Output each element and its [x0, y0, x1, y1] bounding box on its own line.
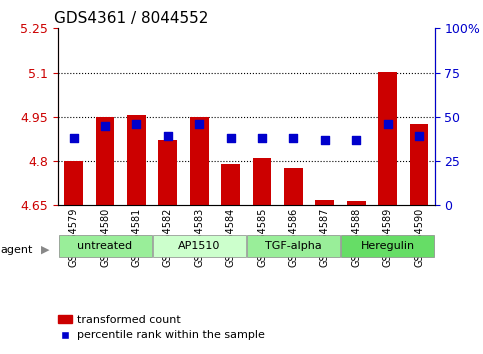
Text: untreated: untreated [77, 241, 133, 251]
FancyBboxPatch shape [341, 235, 434, 257]
FancyBboxPatch shape [58, 235, 152, 257]
Point [290, 135, 298, 141]
Point [164, 133, 172, 139]
Bar [315, 200, 334, 205]
Point [101, 123, 109, 129]
Bar [347, 201, 366, 205]
Point [133, 121, 141, 127]
Text: agent: agent [0, 245, 32, 255]
Text: ▶: ▶ [41, 245, 50, 255]
Bar [378, 72, 397, 205]
Bar [253, 158, 271, 205]
Text: AP1510: AP1510 [178, 241, 220, 251]
Bar [221, 164, 240, 205]
Bar [158, 141, 177, 205]
Bar [410, 124, 428, 205]
FancyBboxPatch shape [247, 235, 340, 257]
FancyBboxPatch shape [153, 235, 246, 257]
Point [384, 121, 392, 127]
Bar [64, 161, 83, 205]
Bar [284, 169, 303, 205]
Point [195, 121, 203, 127]
Point [258, 135, 266, 141]
Text: GDS4361 / 8044552: GDS4361 / 8044552 [54, 11, 209, 26]
Point [227, 135, 235, 141]
Legend: transformed count, percentile rank within the sample: transformed count, percentile rank withi… [54, 310, 270, 345]
Bar [96, 117, 114, 205]
Bar [127, 115, 146, 205]
Point [353, 137, 360, 143]
Point [70, 135, 78, 141]
Bar [190, 118, 209, 205]
Point [321, 137, 328, 143]
Point [415, 133, 423, 139]
Text: TGF-alpha: TGF-alpha [265, 241, 322, 251]
Text: Heregulin: Heregulin [360, 241, 415, 251]
